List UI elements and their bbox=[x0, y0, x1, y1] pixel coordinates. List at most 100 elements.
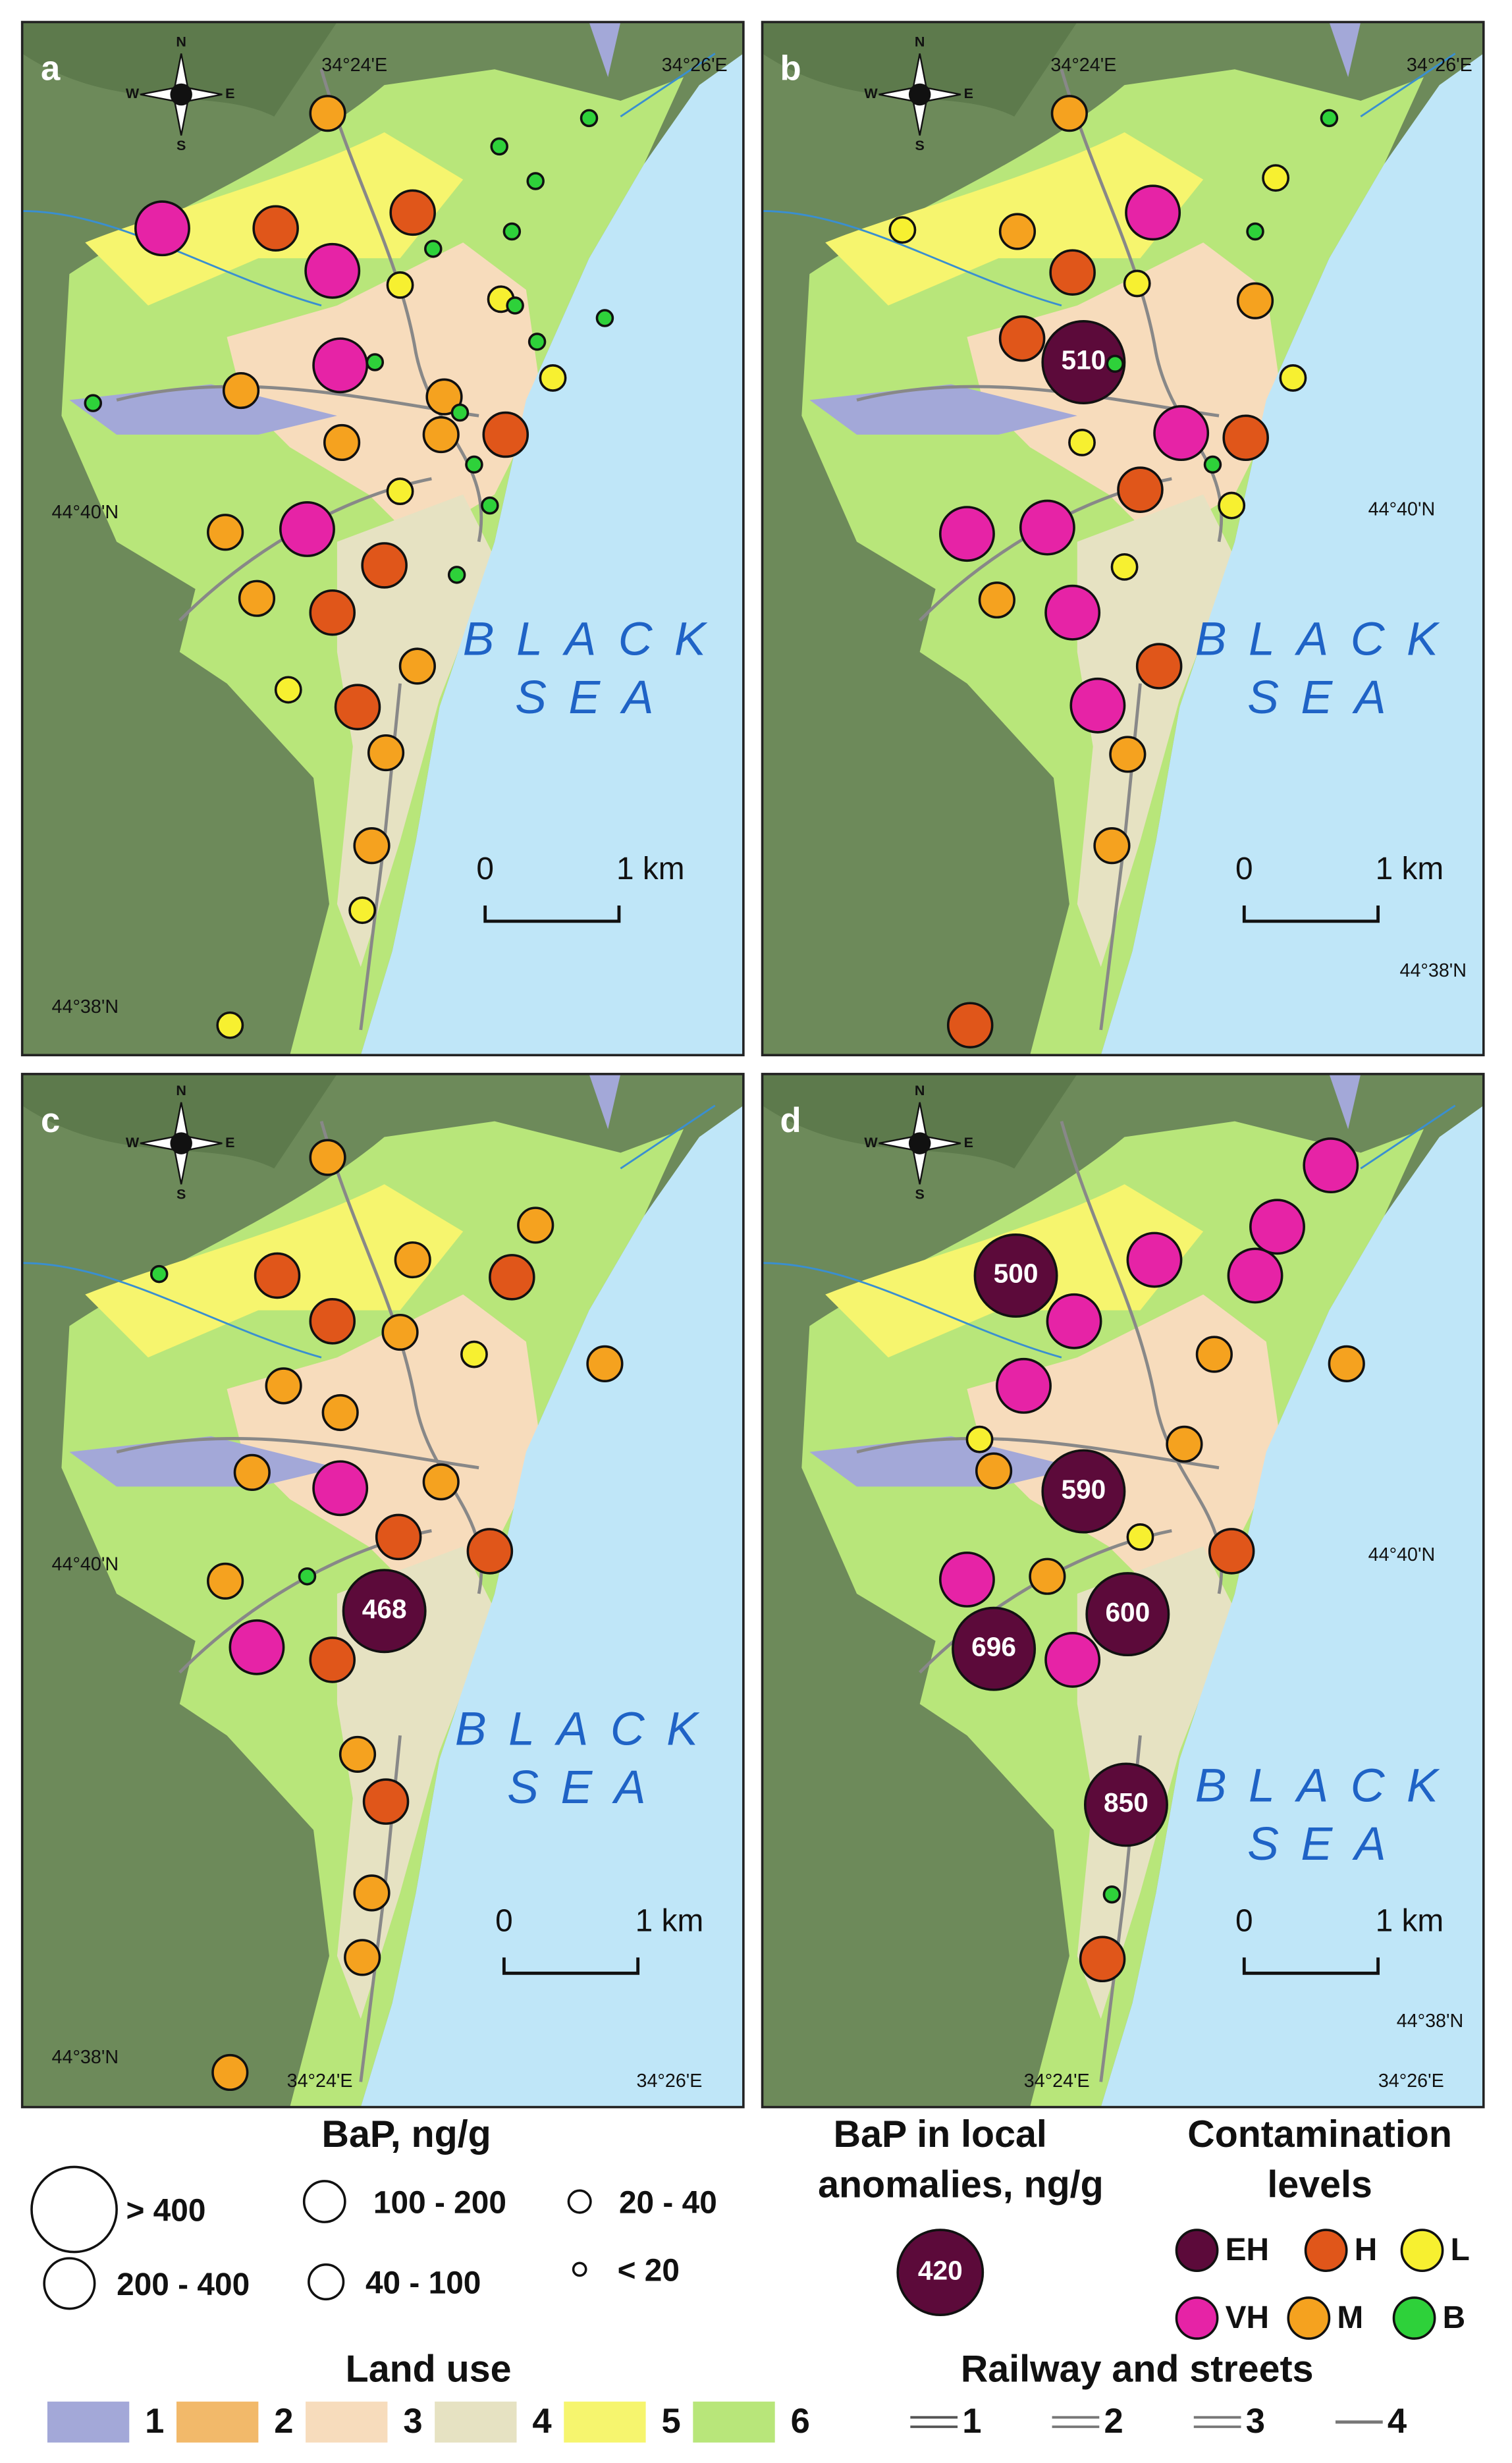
latitude-label: 44°40'N bbox=[52, 1554, 119, 1575]
sampling-point bbox=[1029, 1557, 1066, 1595]
sampling-point bbox=[1320, 109, 1339, 128]
legend-title: Railway and streets bbox=[961, 2348, 1314, 2390]
sampling-point bbox=[1068, 429, 1096, 456]
legend-title: BaP, ng/g bbox=[322, 2113, 491, 2155]
size-legend-circle bbox=[572, 2261, 587, 2277]
sampling-point bbox=[1049, 249, 1096, 296]
sampling-point bbox=[338, 1735, 377, 1773]
legend-title: levels bbox=[1267, 2164, 1372, 2206]
sampling-point bbox=[1262, 164, 1290, 192]
sea-label: SEA bbox=[1247, 1818, 1408, 1870]
sampling-point bbox=[1222, 414, 1269, 462]
sampling-point bbox=[344, 1939, 381, 1976]
sampling-point bbox=[1195, 1336, 1233, 1373]
latitude-label: 44°40'N bbox=[1368, 1544, 1436, 1565]
size-legend-label: < 20 bbox=[618, 2253, 680, 2288]
sampling-point bbox=[216, 1011, 244, 1039]
sampling-point bbox=[888, 216, 917, 244]
sampling-point bbox=[526, 172, 545, 190]
sampling-point bbox=[460, 1340, 488, 1368]
sampling-point bbox=[595, 309, 614, 327]
size-legend-circle bbox=[302, 2180, 346, 2223]
longitude-label: 34°24'E bbox=[287, 2071, 353, 2092]
compass-letter: S bbox=[176, 138, 186, 153]
street-label: 3 bbox=[1246, 2402, 1265, 2441]
sampling-point bbox=[252, 205, 299, 252]
sampling-point bbox=[238, 580, 276, 617]
compass-letter: N bbox=[915, 34, 925, 49]
scale-bar bbox=[1242, 1957, 1380, 1975]
compass-center bbox=[908, 83, 931, 106]
sampling-point bbox=[386, 477, 414, 506]
sampling-point bbox=[422, 416, 460, 454]
sampling-point bbox=[274, 676, 302, 704]
sampling-point bbox=[207, 1562, 244, 1600]
sampling-point bbox=[229, 1619, 285, 1675]
sampling-point bbox=[1227, 1247, 1283, 1304]
compass-letter: W bbox=[864, 86, 878, 101]
anomaly-label: 500 bbox=[994, 1259, 1039, 1289]
sampling-point bbox=[149, 1264, 169, 1284]
anomaly-label: 850 bbox=[1104, 1787, 1148, 1818]
sampling-point bbox=[1044, 584, 1101, 641]
sampling-point bbox=[211, 2053, 249, 2092]
street-swatch bbox=[910, 2416, 958, 2428]
sampling-point bbox=[1218, 491, 1246, 520]
sampling-point bbox=[312, 1460, 369, 1517]
map-panel bbox=[761, 20, 1485, 1056]
sampling-point bbox=[1079, 1935, 1126, 1983]
sampling-point bbox=[389, 189, 436, 236]
anomaly-legend-circle bbox=[896, 2229, 985, 2317]
sampling-point bbox=[517, 1206, 554, 1244]
sampling-point bbox=[1069, 677, 1126, 734]
latitude-label: 44°40'N bbox=[1368, 499, 1436, 520]
compass-letter: E bbox=[964, 1135, 973, 1150]
scale-km: 1 km bbox=[1376, 1903, 1444, 1938]
sampling-point bbox=[466, 1528, 514, 1575]
sampling-point bbox=[298, 1567, 317, 1586]
anomaly-point bbox=[1041, 320, 1126, 404]
sampling-point bbox=[1102, 1885, 1121, 1904]
sampling-point bbox=[1125, 184, 1181, 241]
sea-label: SEA bbox=[1247, 671, 1408, 724]
legend-title: Land use bbox=[346, 2348, 512, 2390]
sampling-point bbox=[425, 378, 463, 416]
level-label: H bbox=[1355, 2233, 1378, 2267]
scale-bar bbox=[502, 1957, 640, 1975]
longitude-label: 34°24'E bbox=[1024, 2071, 1090, 2092]
street-label: 4 bbox=[1388, 2402, 1407, 2441]
size-legend-label: 20 - 40 bbox=[619, 2185, 717, 2220]
sampling-point bbox=[1123, 269, 1151, 298]
compass-center bbox=[908, 1132, 931, 1154]
size-legend-label: 40 - 100 bbox=[365, 2265, 481, 2300]
sea-label: BLACK bbox=[1195, 1759, 1461, 1812]
level-swatch bbox=[1287, 2296, 1331, 2340]
sampling-point bbox=[1044, 1631, 1101, 1688]
sampling-point bbox=[375, 1513, 422, 1561]
level-label: EH bbox=[1226, 2233, 1269, 2267]
land-use-swatch bbox=[435, 2401, 517, 2443]
street-swatch bbox=[1193, 2416, 1241, 2428]
sampling-point bbox=[398, 647, 436, 685]
scale-km: 1 km bbox=[616, 852, 685, 886]
sampling-point bbox=[323, 423, 361, 462]
panel-frame bbox=[761, 20, 1485, 1056]
sampling-point bbox=[1126, 1523, 1154, 1551]
sampling-point bbox=[465, 455, 483, 474]
sampling-point bbox=[424, 240, 443, 258]
sampling-point bbox=[1236, 282, 1274, 319]
sampling-point bbox=[321, 1394, 359, 1432]
sampling-point bbox=[422, 1463, 460, 1501]
size-legend-circle bbox=[30, 2165, 118, 2254]
panel-frame bbox=[761, 1073, 1485, 2109]
sampling-point bbox=[361, 542, 408, 589]
sampling-point bbox=[279, 501, 335, 557]
sampling-point bbox=[1166, 1425, 1203, 1463]
level-swatch bbox=[1175, 2296, 1219, 2340]
map-panel bbox=[761, 1073, 1485, 2109]
anomaly-point bbox=[1083, 1762, 1168, 1847]
panel-frame bbox=[20, 1073, 745, 2109]
scale-bar bbox=[1242, 906, 1380, 923]
land-use-label: 6 bbox=[791, 2402, 810, 2441]
